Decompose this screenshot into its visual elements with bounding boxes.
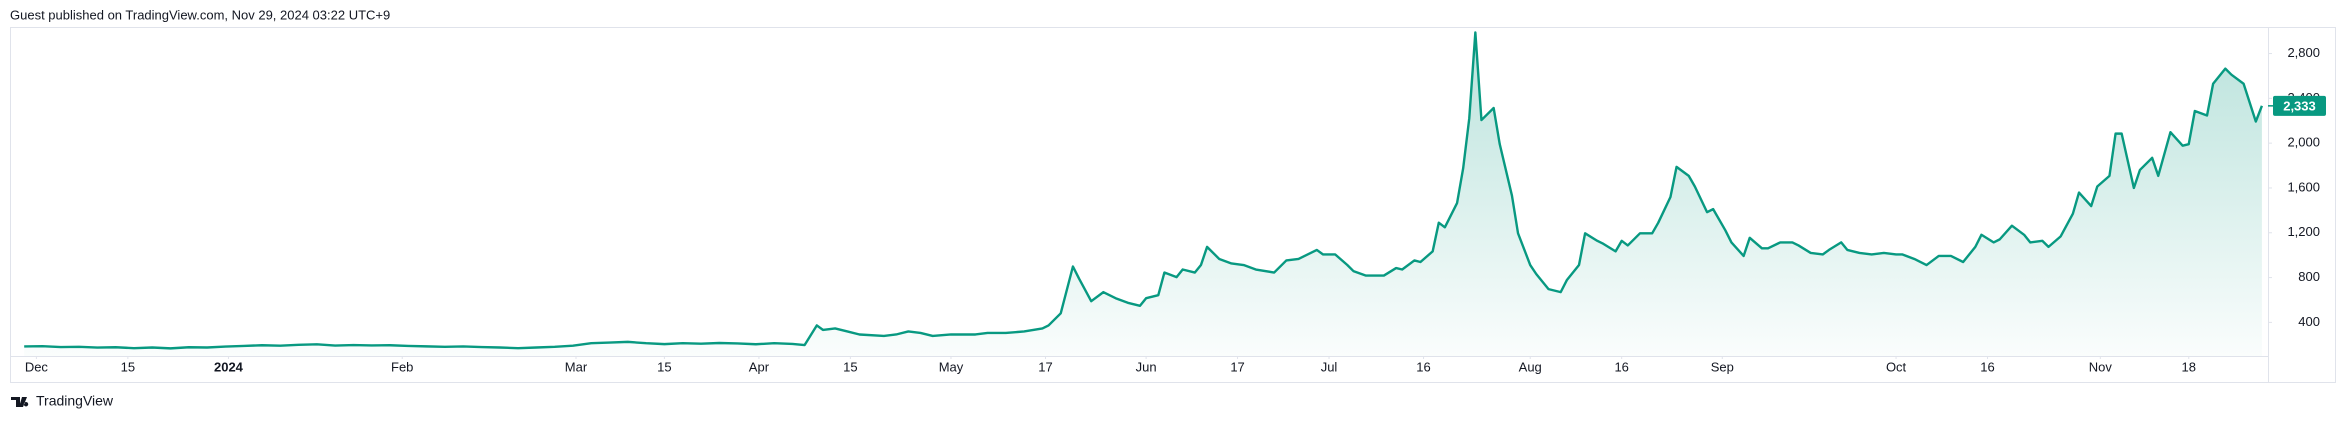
x-tick-label: Apr (749, 359, 770, 374)
x-tick-label: 16 (1416, 359, 1430, 374)
x-tick-label: 17 (1038, 359, 1052, 374)
x-tick-label: Jul (1321, 359, 1338, 374)
x-tick-label: 16 (1614, 359, 1628, 374)
x-tick-label: Jun (1136, 359, 1157, 374)
header-text: Guest published on TradingView.com, Nov … (10, 7, 390, 22)
last-price-label: 2,333 (2283, 98, 2316, 113)
x-tick-label: Dec (25, 359, 49, 374)
x-tick-label: 2024 (214, 359, 244, 374)
y-tick-label: 1,200 (2287, 224, 2320, 239)
x-tick-label: Sep (1711, 359, 1734, 374)
x-tick-label: 18 (2182, 359, 2196, 374)
logo-icon (11, 397, 29, 407)
x-tick-label: Oct (1886, 359, 1907, 374)
x-tick-label: 15 (843, 359, 857, 374)
x-tick-label: May (939, 359, 964, 374)
plot (24, 31, 2264, 357)
price-line (24, 31, 2264, 350)
y-tick-label: 2,000 (2287, 135, 2320, 150)
y-tick-label: 800 (2298, 269, 2320, 284)
x-tick-label: 15 (121, 359, 135, 374)
x-tick-label: Nov (2089, 359, 2113, 374)
x-tick-label: Feb (391, 359, 413, 374)
x-tick-label: Mar (565, 359, 588, 374)
area-fill (24, 32, 2262, 357)
x-tick-label: Aug (1519, 359, 1542, 374)
y-tick-label: 400 (2298, 314, 2320, 329)
footer-text: TradingView (36, 393, 114, 409)
chart-frame (10, 27, 2336, 383)
x-tick-label: 17 (1230, 359, 1244, 374)
y-tick-label: 1,600 (2287, 179, 2320, 194)
x-tick-label: 16 (1980, 359, 1994, 374)
last-price-badge (2273, 95, 2326, 116)
y-tick-label: 2,800 (2287, 45, 2320, 60)
footer-logo: TradingView (11, 393, 114, 409)
x-tick-label: 15 (657, 359, 671, 374)
